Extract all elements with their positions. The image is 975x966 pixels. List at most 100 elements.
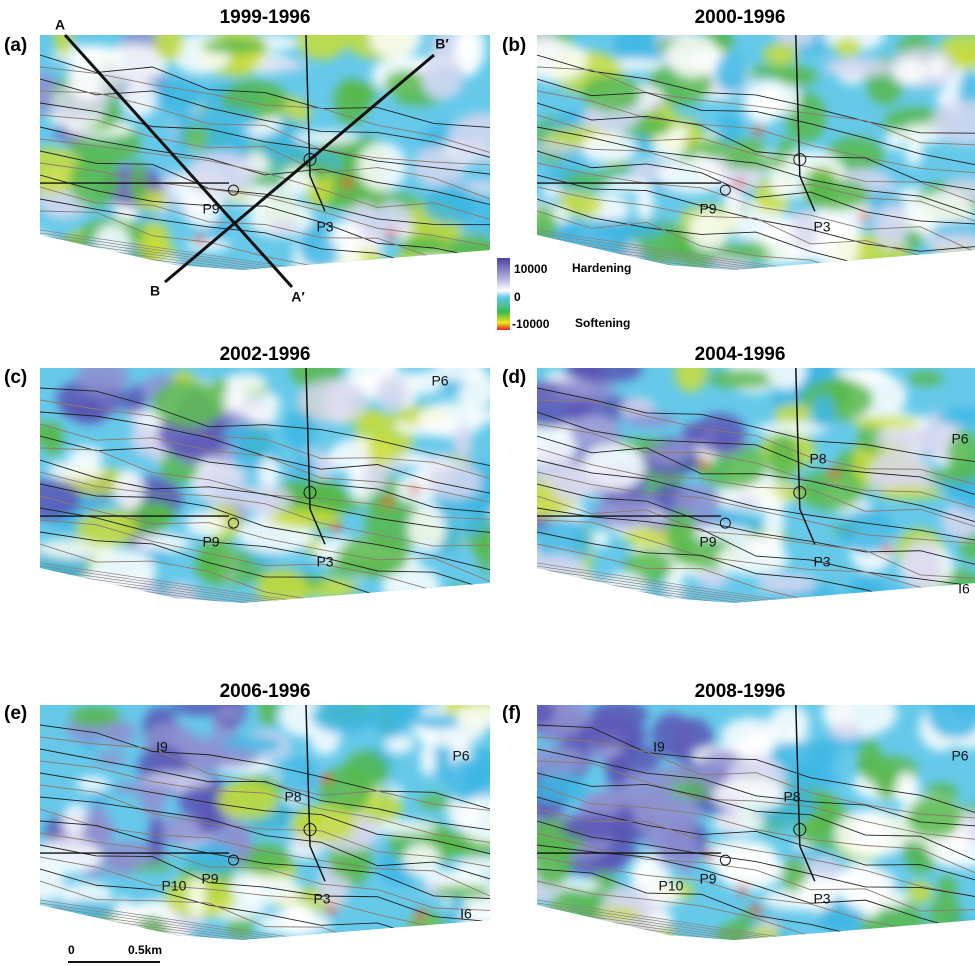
blob — [39, 922, 65, 958]
blob — [70, 706, 121, 727]
blob — [716, 112, 743, 144]
hotspot — [386, 230, 396, 240]
blob — [76, 360, 129, 395]
hotspot — [859, 212, 869, 222]
blob — [717, 542, 789, 575]
blob — [895, 772, 919, 805]
blob — [371, 692, 411, 738]
blob — [929, 895, 962, 937]
hotspot — [195, 235, 205, 245]
blob — [122, 80, 156, 117]
blob — [507, 427, 577, 467]
legend-mid: 0 — [514, 290, 521, 304]
blob — [212, 379, 229, 393]
blob — [216, 706, 242, 720]
annotation: P3 — [316, 219, 333, 235]
blob — [527, 205, 557, 245]
panel-label: (b) — [502, 35, 526, 56]
blob — [357, 142, 406, 191]
annotation: P9 — [699, 534, 716, 550]
blob — [550, 460, 591, 504]
blob — [143, 503, 176, 524]
blob — [269, 220, 298, 235]
blob — [477, 526, 495, 572]
annotation: P3 — [813, 219, 830, 235]
hotspot — [409, 484, 419, 494]
panel-label: (d) — [502, 367, 526, 388]
blob — [560, 173, 612, 188]
blob — [196, 747, 259, 768]
blob — [465, 409, 511, 421]
blob — [400, 452, 427, 466]
annotation: P9 — [699, 871, 716, 887]
blob — [905, 137, 923, 166]
blob — [94, 224, 131, 264]
blob — [713, 811, 764, 834]
annotation: A′ — [291, 289, 305, 305]
hotspot — [751, 904, 761, 914]
blob — [865, 889, 908, 908]
map-panels — [17, 14, 975, 962]
panel-title: 1999-1996 — [220, 7, 311, 28]
blob — [535, 553, 584, 581]
blob — [532, 778, 590, 804]
blob — [666, 509, 696, 558]
blob — [556, 380, 615, 400]
legend-min-label: Softening — [575, 316, 630, 330]
panel-label: (e) — [4, 703, 27, 724]
legend-max-label: Hardening — [572, 261, 631, 275]
hotspot — [699, 459, 709, 469]
panel-title: 2006-1996 — [220, 681, 311, 702]
blob — [874, 430, 947, 450]
blob — [723, 155, 786, 170]
map — [24, 683, 523, 962]
blob — [453, 424, 472, 460]
blob — [533, 839, 573, 887]
map — [507, 687, 975, 960]
hotspot — [738, 884, 748, 894]
blob — [824, 57, 892, 78]
blob — [830, 723, 861, 740]
blob — [225, 373, 267, 395]
legend-max: 10000 — [514, 262, 548, 276]
annotation: I9 — [653, 739, 665, 755]
annotation: P6 — [431, 373, 448, 389]
annotation: P3 — [316, 554, 333, 570]
annotation: P6 — [951, 748, 968, 764]
figure: 1999-1996(a)AA′BB′P9P32000-1996(b)P9P320… — [0, 0, 975, 966]
blob — [674, 827, 697, 874]
annotation: I6 — [958, 581, 970, 597]
annotation: P10 — [659, 878, 684, 894]
blob — [850, 416, 919, 429]
annotation: P9 — [202, 534, 219, 550]
blob — [96, 752, 126, 765]
blob — [743, 80, 783, 125]
blob — [811, 395, 835, 428]
blob — [908, 371, 944, 386]
panel-title: 2002-1996 — [220, 344, 311, 365]
blob — [894, 59, 928, 85]
blob — [928, 56, 945, 76]
blob — [447, 585, 466, 618]
hotspot — [331, 523, 341, 533]
blob — [154, 22, 184, 61]
blob — [455, 704, 508, 729]
map — [505, 17, 975, 291]
legend-min: -10000 — [512, 317, 550, 331]
blob — [282, 411, 316, 449]
panel-label: (a) — [4, 35, 27, 56]
panel-title: 2004-1996 — [695, 344, 786, 365]
blob — [876, 486, 944, 499]
blob — [834, 809, 909, 857]
annotation: P3 — [813, 554, 830, 570]
blob — [83, 46, 106, 67]
map — [17, 14, 522, 297]
blob — [802, 169, 839, 207]
blob — [658, 158, 725, 194]
blob — [260, 59, 306, 72]
panel-label: (f) — [502, 703, 521, 724]
blob — [715, 52, 749, 93]
panel-title: 2008-1996 — [695, 681, 786, 702]
blob — [834, 37, 862, 56]
blob — [43, 918, 116, 940]
